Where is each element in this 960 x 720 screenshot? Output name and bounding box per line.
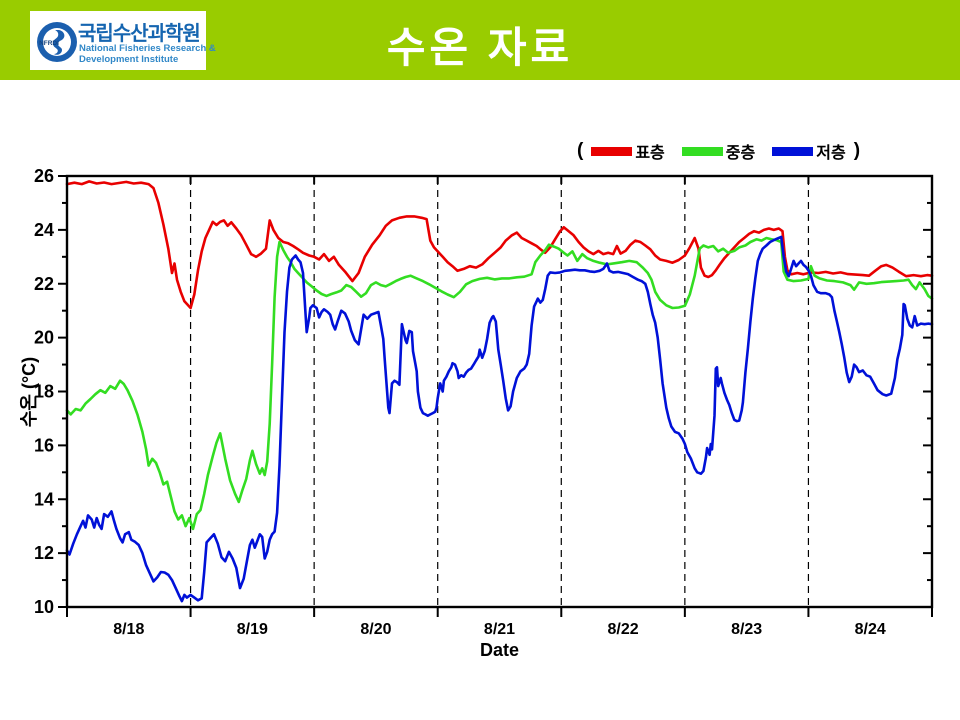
nfrdi-logo: NFRDI 국립수산과학원 National Fisheries Researc… bbox=[30, 11, 216, 70]
legend-label-bottom: 저층 bbox=[816, 145, 846, 162]
x-tick-label: 8/24 bbox=[855, 621, 886, 638]
legend-swatch-bottom bbox=[772, 146, 814, 156]
series-line-surface bbox=[65, 180, 934, 310]
series-line-bottom bbox=[65, 235, 934, 603]
y-axis-title: 수온 (°C) bbox=[19, 356, 39, 428]
y-tick-label: 12 bbox=[34, 543, 54, 563]
y-tick-label: 22 bbox=[34, 274, 54, 294]
page-title: 수온 자료 bbox=[386, 24, 574, 71]
series-line-middle bbox=[65, 236, 934, 531]
legend-swatch-middle bbox=[681, 146, 723, 156]
header-bar: 수온 자료 NFRDI 국립수산과학원 National Fisheries R… bbox=[0, 0, 960, 80]
legend-label-surface: 표층 bbox=[635, 145, 665, 162]
y-tick-label: 24 bbox=[34, 220, 54, 240]
org-name-english: National Fisheries Research & Developmen… bbox=[79, 43, 216, 65]
y-tick-label: 18 bbox=[34, 382, 54, 402]
chart-legend: ( 표층 중층 저층 ) bbox=[577, 140, 860, 162]
x-tick-label: 8/19 bbox=[237, 621, 268, 638]
y-tick-label: 16 bbox=[34, 435, 54, 455]
legend-close-paren: ) bbox=[853, 140, 861, 161]
legend-swatch-surface bbox=[591, 146, 633, 156]
org-name-english-line1: National Fisheries Research & bbox=[79, 43, 216, 54]
x-axis-title: Date bbox=[479, 640, 519, 660]
seahorse-glyph bbox=[53, 30, 65, 55]
x-tick-label: 8/22 bbox=[608, 621, 639, 638]
y-tick-label: 20 bbox=[34, 328, 54, 348]
y-tick-label: 26 bbox=[34, 166, 54, 186]
org-name-korean: 국립수산과학원 bbox=[78, 23, 201, 45]
org-name-english-line2: Development Institute bbox=[79, 54, 179, 65]
x-tick-label: 8/23 bbox=[731, 621, 762, 638]
nfrdi-emblem-icon: NFRDI bbox=[37, 22, 77, 62]
plot-border bbox=[65, 174, 934, 609]
x-tick-label: 8/20 bbox=[360, 621, 391, 638]
emblem-text: NFRDI bbox=[39, 40, 59, 47]
x-tick-label: 8/18 bbox=[113, 621, 144, 638]
y-tick-label: 10 bbox=[34, 597, 54, 617]
y-tick-label: 14 bbox=[34, 489, 54, 509]
legend-open-paren: ( bbox=[577, 140, 584, 161]
x-tick-label: 8/21 bbox=[484, 621, 515, 638]
legend-label-middle: 중층 bbox=[725, 145, 756, 162]
